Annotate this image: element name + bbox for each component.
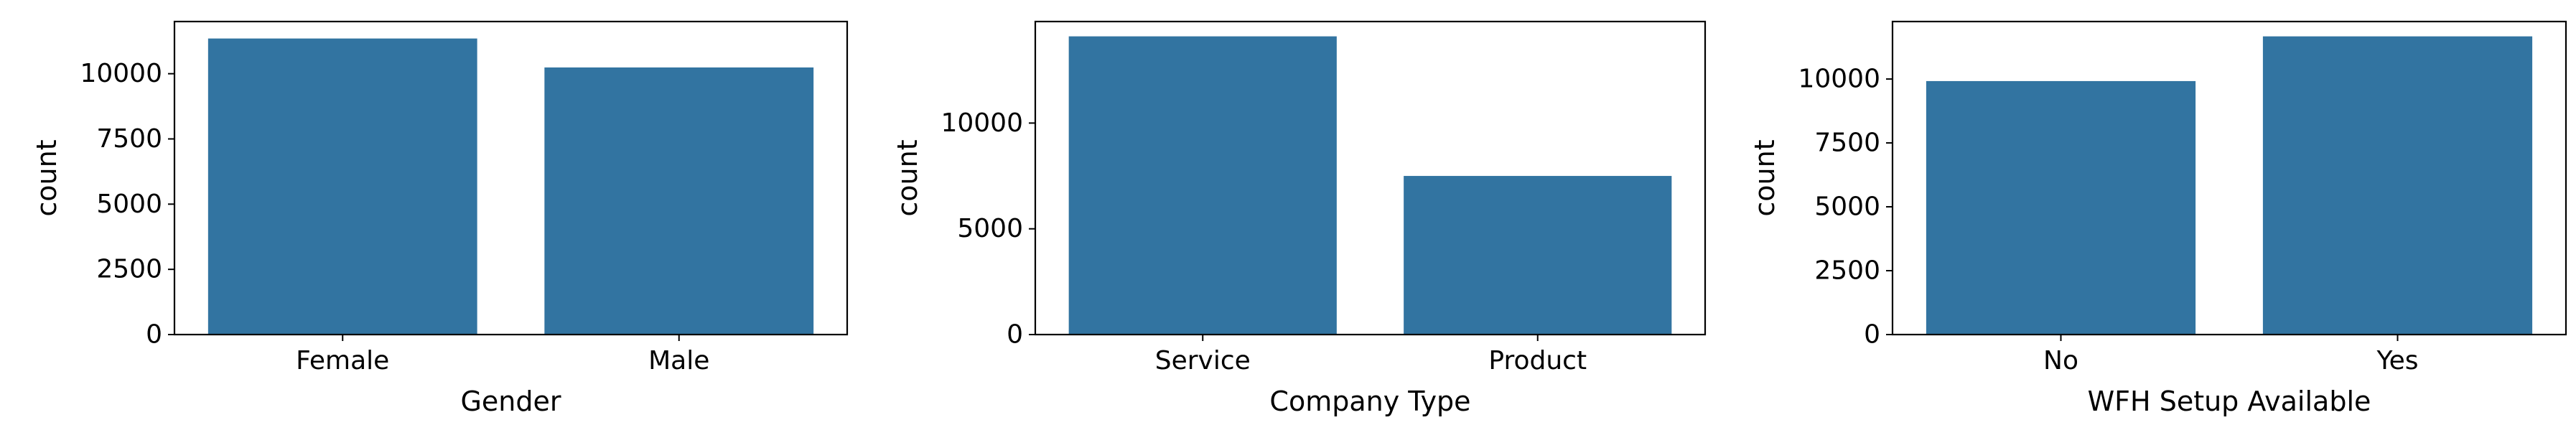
y-tick-label: 2500 (96, 255, 162, 284)
axes-frame (1891, 20, 2567, 336)
bar-no (1926, 80, 2196, 335)
y-tick-label: 0 (146, 320, 162, 350)
y-axis-label: count (892, 139, 923, 216)
x-tick-label: No (2043, 346, 2078, 375)
x-axis-label: Gender (460, 386, 561, 417)
x-tick-label: Male (648, 346, 709, 375)
x-tick-label: Product (1488, 346, 1587, 375)
x-axis-label: WFH Setup Available (2088, 386, 2371, 417)
y-tick-label: 0 (1864, 320, 1880, 350)
y-tick-label: 0 (1007, 320, 1023, 350)
y-tick-label: 10000 (941, 108, 1023, 138)
bar-service (1068, 36, 1337, 335)
bar-yes (2262, 36, 2533, 335)
x-axis-label: Company Type (1269, 386, 1470, 417)
x-tick-label: Yes (2376, 346, 2418, 375)
y-axis-label: count (1749, 139, 1781, 216)
y-tick-label: 2500 (1814, 256, 1880, 286)
chart-company-type: 0 5000 10000 Service Product Company Type coun… (892, 20, 1707, 417)
y-tick-label: 10000 (80, 59, 162, 88)
bar-product (1404, 176, 1672, 335)
y-tick-label: 5000 (1814, 192, 1880, 222)
axes-frame (173, 20, 849, 336)
y-tick-label: 10000 (1798, 65, 1880, 94)
chart-gender: 0 2500 5000 7500 10000 Female Male Gender count (31, 20, 849, 417)
y-axis-label: count (31, 139, 62, 216)
y-tick-label: 5000 (957, 214, 1023, 243)
bar-male (544, 67, 814, 335)
x-tick-label: Female (296, 346, 389, 375)
y-tick-label: 7500 (1814, 129, 1880, 158)
y-tick-label: 5000 (96, 190, 162, 219)
x-tick-label: Service (1155, 346, 1251, 375)
bar-female (207, 38, 477, 335)
y-tick-label: 7500 (96, 124, 162, 154)
axes-frame (1034, 20, 1707, 336)
